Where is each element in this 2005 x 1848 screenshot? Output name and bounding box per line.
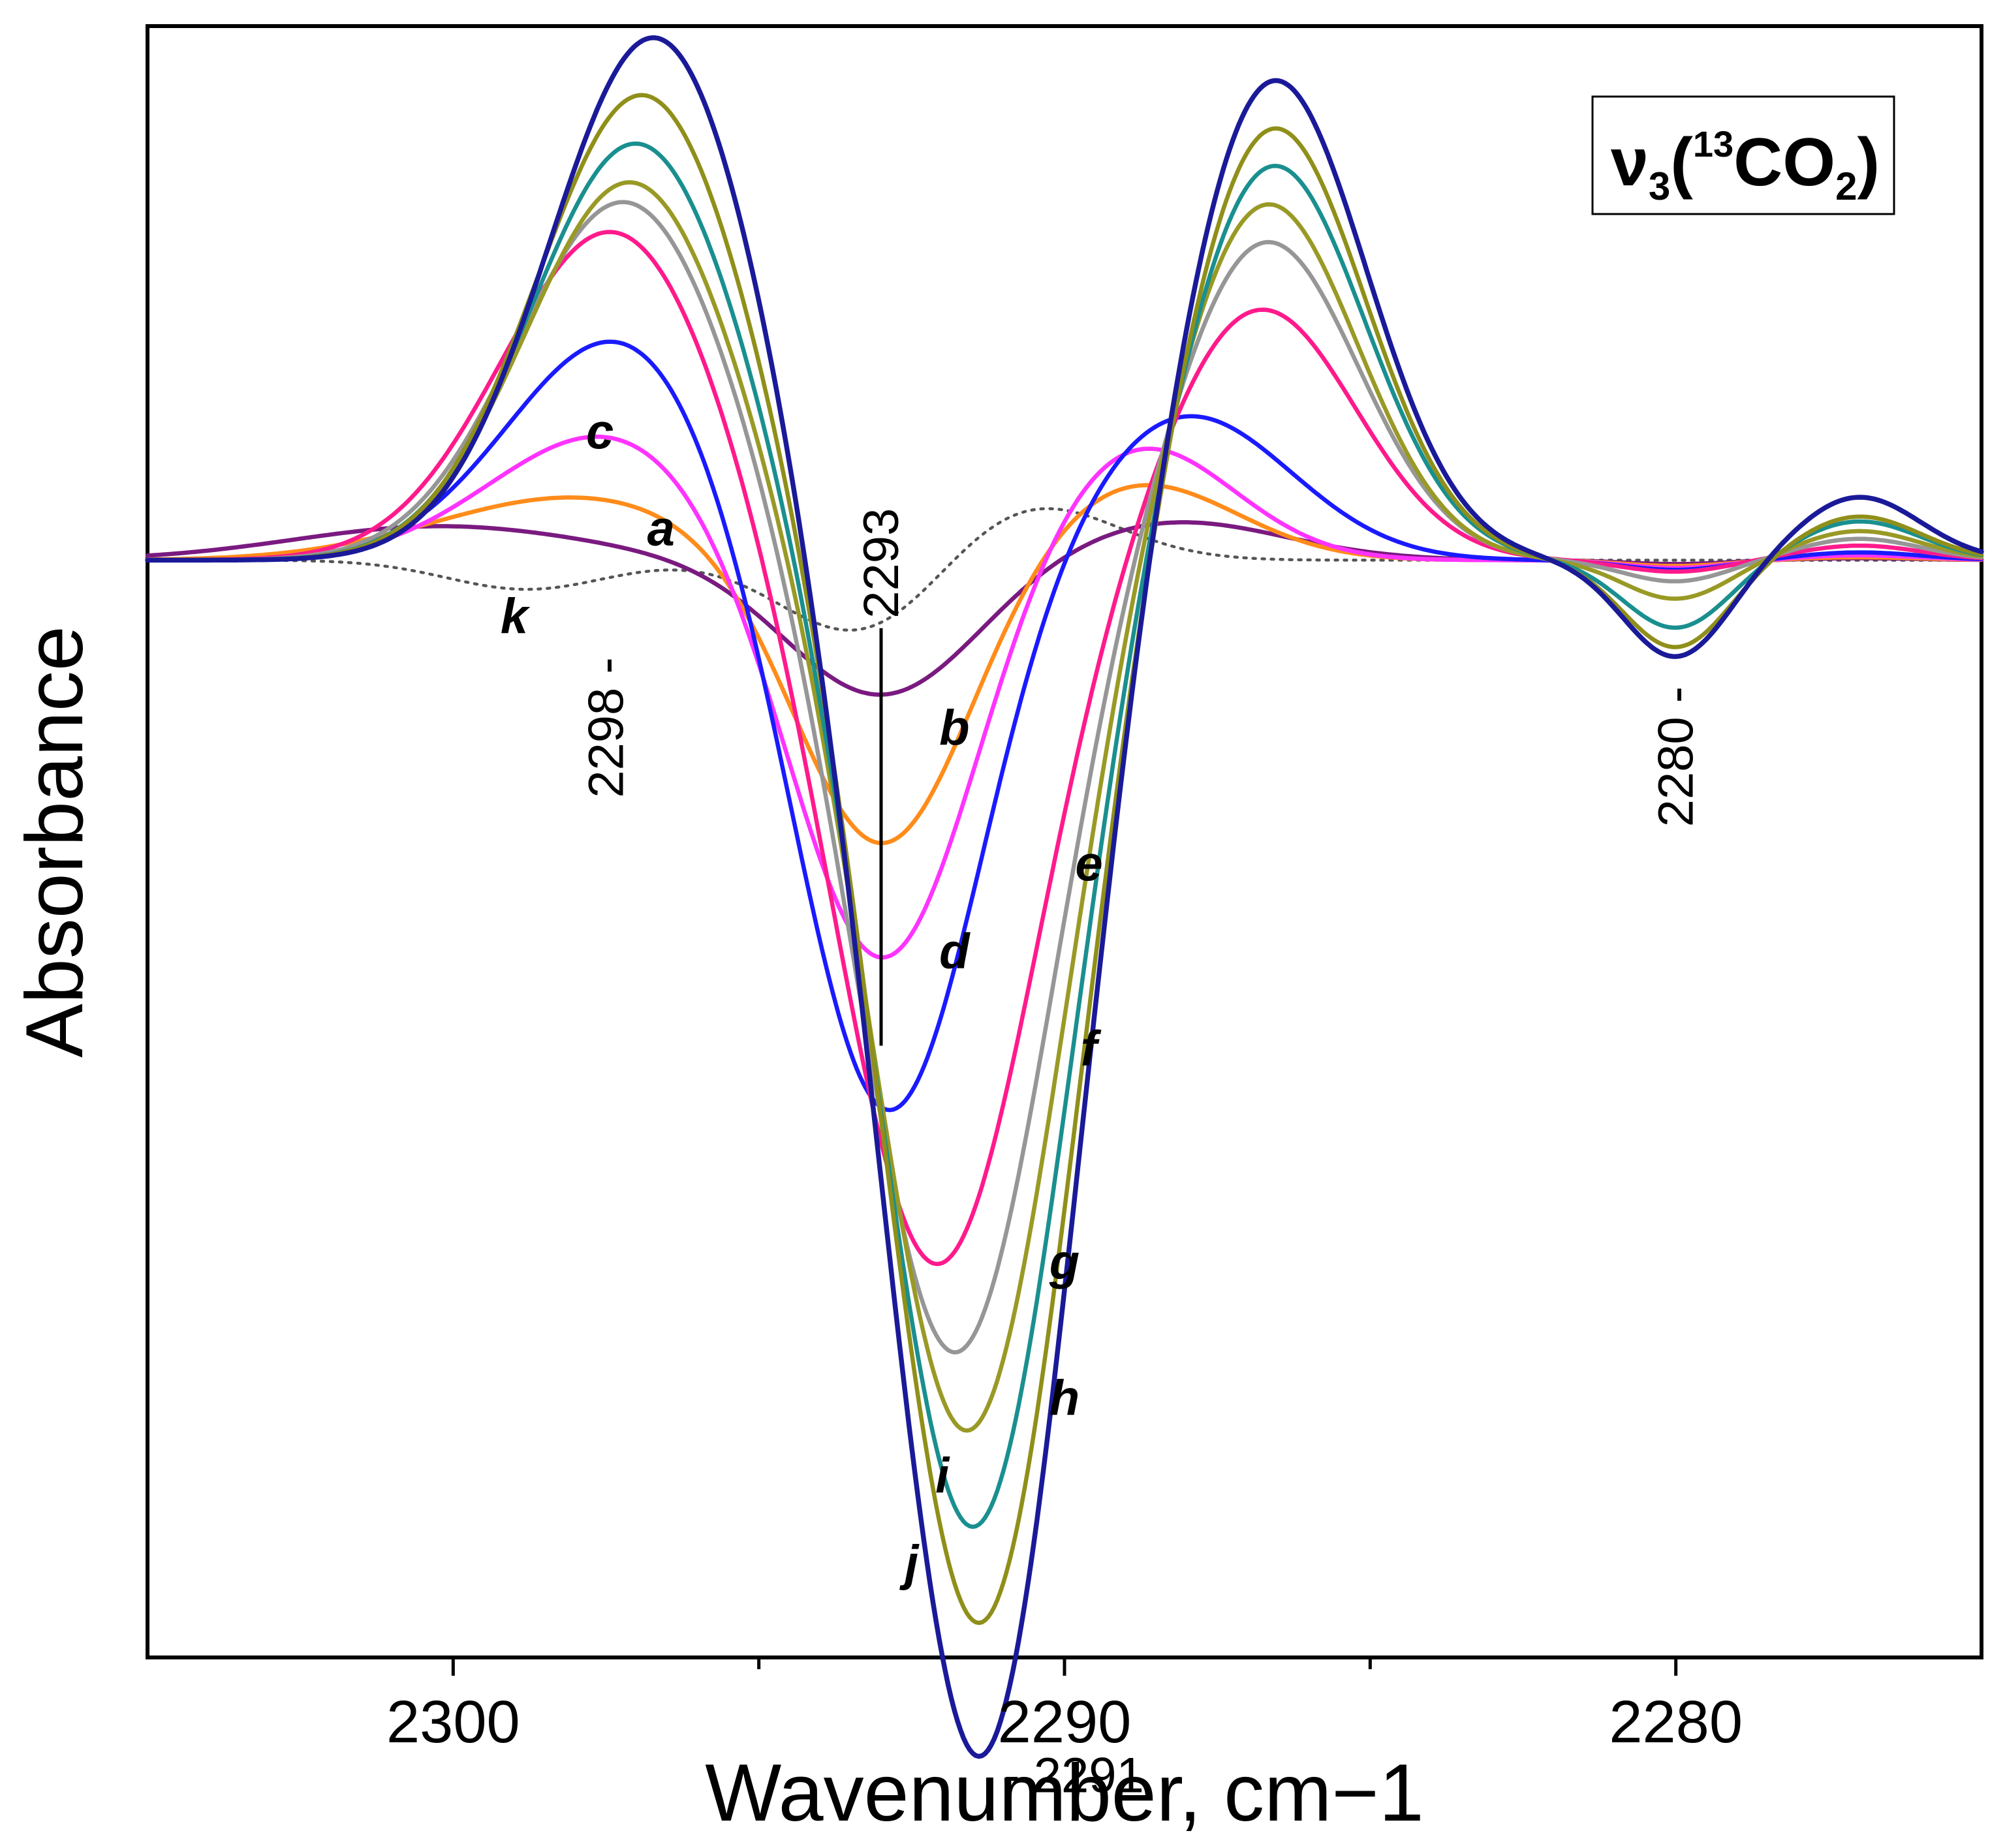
curve-letter-i: i [935,1448,950,1503]
curve-letter-d: d [939,923,971,979]
legend-open-paren: ( [1670,125,1693,200]
x-tick-label-2280: 2280 [1609,1689,1743,1755]
curves-layer [145,35,1984,1759]
svg-text:ν3(13CO2): ν3(13CO2) [1611,123,1880,208]
curve-d [145,339,1984,1113]
legend-isotope: 13 [1693,123,1733,164]
curve-letter-h: h [1049,1370,1080,1426]
peak-label-2293: 2293 [854,508,909,619]
curve-a [145,520,1984,697]
curve-letter-j: j [899,1535,920,1591]
legend-close-paren: ) [1857,125,1880,200]
legend-nu: ν [1611,125,1649,200]
peak-label-2280: 2280 - [1649,686,1704,827]
curve-letter-a: a [647,501,675,557]
annotations-layer: a b c d e f g h ij k 2293 2298 - 2280 - - 2291 [501,404,1704,1803]
curve-letter-g: g [1049,1235,1080,1290]
curve-h [145,141,1984,1530]
x-tick-label-2300: 2300 [386,1689,520,1755]
legend-frame [1591,95,1895,215]
legend-box: ν3(13CO2) [1591,95,1895,215]
curve-b [145,483,1984,846]
curve-i [145,93,1984,1625]
x-tick-label-2290: 2290 [998,1689,1132,1755]
curve-j [145,35,1984,1759]
legend-molecule: CO [1733,125,1835,200]
x-axis-title: Wavenumber, cm−1 [705,1748,1424,1838]
curve-k [146,507,1983,632]
legend-nu-subscript: 3 [1649,164,1670,208]
curve-letter-c: c [586,404,614,459]
x-axis-ticks: 2300 2290 2280 [386,1657,1743,1755]
curve-letter-b: b [939,700,969,756]
peak-label-2298: 2298 - [579,657,634,798]
curve-letter-f: f [1081,1021,1102,1076]
curve-letter-e: e [1075,837,1102,892]
legend-molecule-subscript: 2 [1835,164,1857,208]
curve-e [145,230,1984,1267]
peak-label-2291: - 2291 [1003,1748,1144,1804]
curve-letter-k: k [501,589,531,644]
y-axis-title: Absorbance [10,626,100,1058]
curve-f [145,200,1984,1355]
